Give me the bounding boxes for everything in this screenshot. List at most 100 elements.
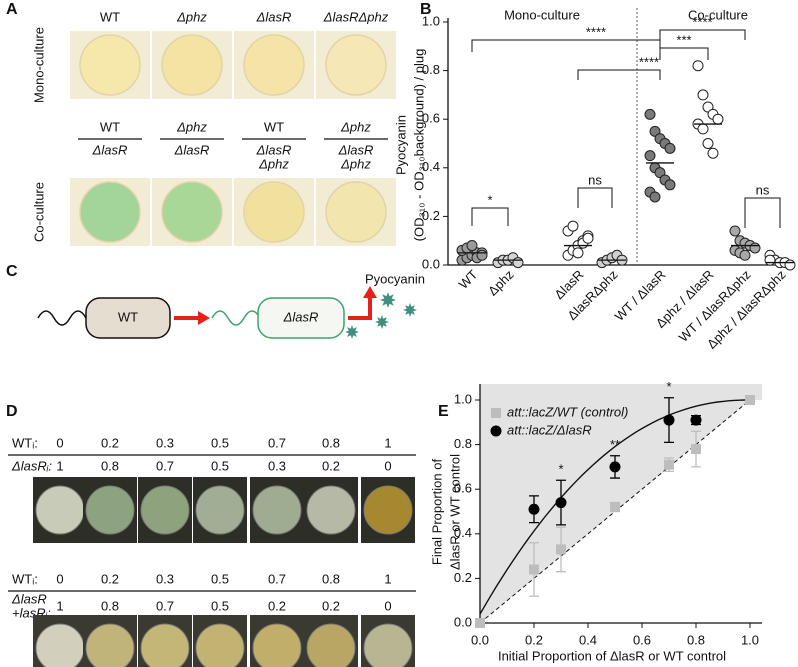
data-point (664, 179, 676, 191)
colony-spot (35, 485, 85, 535)
x-axis-label: Initial Proportion of ΔlasR or WT contro… (498, 648, 726, 663)
significance-bracket (577, 69, 661, 80)
arrow-head (363, 286, 377, 298)
y-axis-label: Pyocyanin (393, 115, 408, 175)
pyocyanin-icon (345, 325, 359, 339)
y-axis-label: (OD₃₁₀ - OD₃₁₀background) / plug (411, 49, 426, 242)
proportion-value: 0 (56, 571, 63, 586)
y-tick-label: 0.8 (422, 62, 440, 77)
well (325, 34, 387, 96)
x-tick-label: 0.0 (471, 632, 489, 647)
proportion-value: 0.2 (322, 598, 340, 613)
data-point (739, 249, 751, 261)
proportion-value: 1 (384, 571, 391, 586)
proportion-value: 0.8 (101, 458, 119, 473)
x-tick-label: 0.4 (579, 632, 597, 647)
data-point (664, 459, 674, 470)
colony-spot (140, 623, 190, 667)
fraction-denominator: Δphz (340, 156, 371, 171)
y-axis-label: ΔlasR or WT control (447, 454, 462, 570)
colony-spot (85, 623, 135, 667)
row-label: WTᵢ: (12, 571, 38, 586)
fraction-denominator: Δphz (258, 156, 289, 171)
significance-label: * (487, 192, 492, 207)
significance-bracket (471, 39, 661, 52)
data-point (691, 444, 701, 455)
proportion-value: 1 (384, 435, 391, 450)
y-tick-label: 0.4 (454, 525, 472, 540)
data-point (697, 89, 709, 101)
data-point (690, 414, 702, 426)
proportion-value: 1 (56, 598, 63, 613)
y-tick-label: 0.2 (454, 570, 472, 585)
data-point (567, 220, 579, 232)
colony-spot (306, 485, 356, 535)
data-point (528, 503, 540, 515)
arrow-head (198, 311, 210, 325)
row-label: ΔlasRᵢ: (11, 458, 52, 473)
y-tick-label: 1.0 (454, 391, 472, 406)
proportion-value: 0.2 (268, 598, 286, 613)
proportion-value: 0.5 (211, 571, 229, 586)
proportion-value: 0.3 (156, 435, 174, 450)
proportion-value: 1 (56, 458, 63, 473)
significance-label: *** (676, 32, 691, 47)
significance-label: **** (639, 54, 659, 69)
proportion-value: 0 (384, 598, 391, 613)
well (325, 181, 387, 243)
significance-bracket (659, 29, 746, 40)
proportion-value: 0.8 (101, 598, 119, 613)
proportion-value: 0.3 (268, 458, 286, 473)
significance-label: ns (756, 182, 770, 197)
fraction-numerator: WT (100, 119, 120, 134)
data-point (582, 232, 594, 244)
data-point (707, 147, 719, 159)
group-label: Co-culture (688, 7, 748, 22)
legend-marker (490, 425, 502, 437)
y-tick-label: 0.0 (454, 614, 472, 629)
y-tick-label: 0.4 (422, 159, 440, 174)
x-tick-label: WT (456, 267, 481, 292)
flagellum (211, 310, 261, 326)
column-label: Δphz (176, 9, 207, 24)
colony-spot (85, 485, 135, 535)
well (161, 34, 223, 96)
colony-spot (306, 623, 356, 667)
flagellum (37, 310, 87, 326)
proportion-value: 0.7 (268, 435, 286, 450)
well (243, 34, 305, 96)
data-point (729, 225, 741, 237)
data-point (702, 138, 714, 149)
proportion-value: 0.5 (211, 598, 229, 613)
significance-bracket (659, 47, 709, 60)
fraction-denominator: ΔlasR (338, 142, 374, 157)
fraction-numerator: Δphz (340, 119, 371, 134)
significance-bracket (744, 197, 781, 228)
column-label: ΔlasR (256, 9, 292, 24)
significance-label: * (558, 462, 563, 477)
pyocyanin-icon (403, 303, 417, 317)
fraction-numerator: Δphz (176, 119, 207, 134)
data-point (610, 502, 620, 513)
proportion-value: 0.8 (322, 571, 340, 586)
group-label: Mono-culture (504, 7, 580, 22)
data-point (749, 242, 761, 254)
cell-label: ΔlasR (283, 309, 319, 324)
well (243, 181, 305, 243)
data-point (663, 414, 675, 426)
proportion-value: 0.5 (211, 458, 229, 473)
proportion-value: 0.8 (322, 435, 340, 450)
data-point (476, 249, 488, 261)
fraction-denominator: ΔlasR (256, 142, 292, 157)
data-point (764, 254, 776, 266)
y-tick-label: 0.0 (422, 256, 440, 271)
proportion-value: 0.2 (101, 435, 119, 450)
well (79, 34, 141, 96)
panel-label: A (6, 1, 18, 18)
data-point (712, 113, 724, 125)
significance-label: **** (692, 14, 712, 29)
row-label: ΔlasR (11, 591, 47, 606)
proportion-value: 0.2 (101, 571, 119, 586)
legend-label: att::lacZ/WT (control) (507, 404, 628, 419)
